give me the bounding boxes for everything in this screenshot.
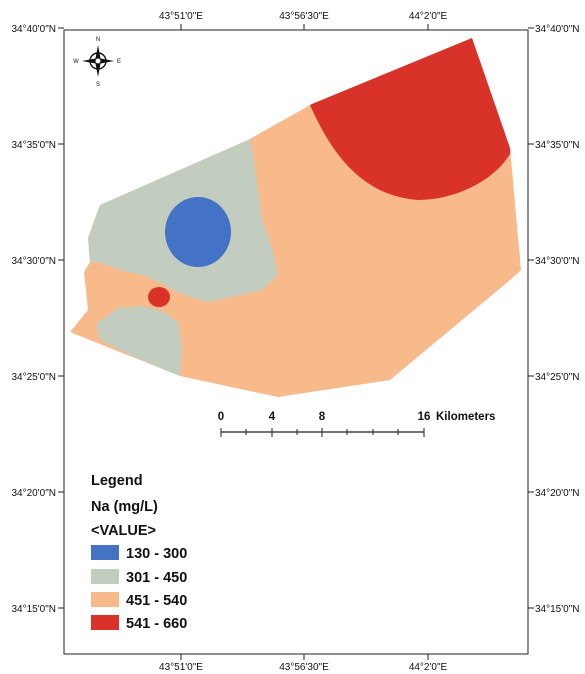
- top-lon-label: 43°56'30"E: [279, 11, 329, 22]
- scale-unit-label: Kilometers: [436, 411, 495, 423]
- legend-swatch: [91, 545, 119, 560]
- compass-n-label: N: [96, 37, 100, 43]
- graticule-ticks: [58, 24, 534, 660]
- scale-tick-label: 0: [218, 411, 224, 423]
- legend-class-label: 451 - 540: [126, 593, 187, 609]
- legend: Legend Na (mg/L) <VALUE> 130 - 300 301 -…: [91, 473, 187, 632]
- left-lat-label: 34°30'0"N: [12, 256, 57, 267]
- bottom-lon-label: 43°56'30"E: [279, 662, 329, 673]
- scale-bar: 0 4 8 16 Kilometers: [218, 411, 495, 437]
- bottom-lon-label: 44°2'0"E: [409, 662, 448, 673]
- scale-tick-label: 8: [319, 411, 326, 423]
- legend-swatch: [91, 592, 119, 607]
- left-lat-label: 34°25'0"N: [12, 372, 57, 383]
- bottom-longitude-labels: 43°51'0"E 43°56'30"E 44°2'0"E: [159, 662, 447, 673]
- right-lat-label: 34°25'0"N: [535, 372, 580, 383]
- zone-301-450-south: [96, 306, 182, 378]
- legend-class-label: 130 - 300: [126, 546, 187, 562]
- legend-field: Na (mg/L): [91, 499, 158, 515]
- legend-swatch: [91, 615, 119, 630]
- compass-s-label: S: [96, 82, 100, 88]
- compass-w-label: W: [73, 59, 79, 65]
- compass-rose-icon: N S E W: [73, 37, 121, 88]
- scale-tick-label: 16: [418, 411, 431, 423]
- right-lat-label: 34°20'0"N: [535, 488, 580, 499]
- top-lon-label: 43°51'0"E: [159, 11, 203, 22]
- legend-value-label: <VALUE>: [91, 523, 156, 539]
- zone-541-660-north-east: [300, 38, 512, 200]
- zone-541-660-pocket: [148, 287, 170, 307]
- right-lat-label: 34°30'0"N: [535, 256, 580, 267]
- left-lat-label: 34°15'0"N: [12, 604, 57, 615]
- left-lat-label: 34°40'0"N: [12, 24, 57, 35]
- zone-130-300: [165, 197, 231, 267]
- legend-swatch: [91, 569, 119, 584]
- right-lat-label: 34°35'0"N: [535, 140, 580, 151]
- scale-tick-label: 4: [269, 411, 276, 423]
- compass-e-label: E: [117, 59, 121, 65]
- legend-class-label: 541 - 660: [126, 616, 187, 632]
- legend-title: Legend: [91, 473, 143, 489]
- bottom-lon-label: 43°51'0"E: [159, 662, 203, 673]
- legend-class-label: 301 - 450: [126, 570, 187, 586]
- right-lat-label: 34°15'0"N: [535, 604, 580, 615]
- left-lat-label: 34°20'0"N: [12, 488, 57, 499]
- top-lon-label: 44°2'0"E: [409, 11, 448, 22]
- left-lat-label: 34°35'0"N: [12, 140, 57, 151]
- left-latitude-labels: 34°40'0"N 34°35'0"N 34°30'0"N 34°25'0"N …: [12, 24, 57, 615]
- right-lat-label: 34°40'0"N: [535, 24, 580, 35]
- top-longitude-labels: 43°51'0"E 43°56'30"E 44°2'0"E: [159, 11, 447, 22]
- right-latitude-labels: 34°40'0"N 34°35'0"N 34°30'0"N 34°25'0"N …: [535, 24, 580, 615]
